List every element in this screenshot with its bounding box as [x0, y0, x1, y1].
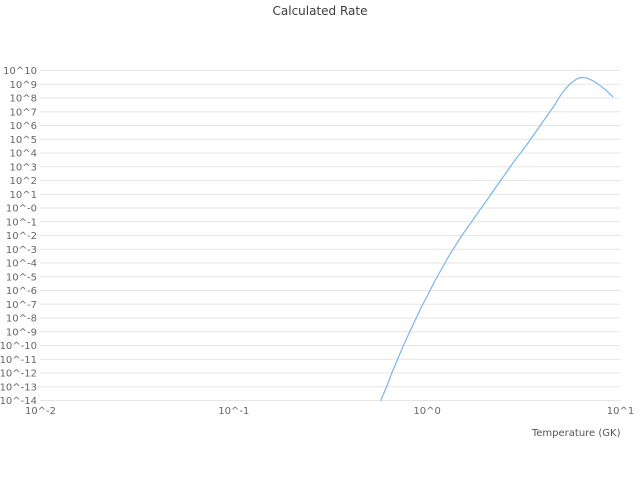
- y-tick-label: 10^8: [10, 94, 37, 105]
- y-tick-label: 10^-12: [0, 369, 37, 380]
- y-tick-label: 10^-7: [6, 300, 37, 311]
- y-tick-label: 10^-14: [0, 396, 37, 407]
- y-tick-label: 10^-4: [6, 259, 37, 270]
- rate-series-line: [380, 76, 614, 402]
- y-tick-label: 10^4: [10, 149, 37, 160]
- x-tick-label: 10^-2: [25, 406, 56, 417]
- y-axis-tick-labels: 10^10 10^9 10^8 10^7 10^6 10^5 10^4 10^3 10^2 10^…: [0, 66, 37, 407]
- y-tick-label: 10^-3: [6, 245, 37, 256]
- chart-title: Calculated Rate: [272, 4, 368, 18]
- x-tick-label: 10^1: [607, 406, 634, 417]
- x-axis-title: Temperature (GK): [531, 428, 621, 439]
- y-tick-label: 10^2: [10, 176, 37, 187]
- gridlines: [40, 70, 621, 401]
- y-tick-label: 10^9: [10, 80, 37, 91]
- y-tick-label: 10^10: [3, 66, 37, 77]
- y-tick-label: 10^6: [10, 121, 37, 132]
- y-tick-label: 10^-5: [6, 272, 37, 283]
- y-tick-label: 10^1: [10, 190, 37, 201]
- y-tick-label: 10^-13: [0, 382, 37, 393]
- y-tick-label: 10^-8: [6, 314, 37, 325]
- y-tick-label: 10^7: [10, 107, 37, 118]
- x-tick-label: 10^0: [413, 406, 440, 417]
- y-tick-label: 10^5: [10, 135, 37, 146]
- x-axis-tick-labels: 10^-2 10^-1 10^0 10^1: [25, 406, 634, 417]
- y-tick-label: 10^-0: [6, 204, 37, 215]
- y-tick-label: 10^-1: [6, 217, 37, 228]
- y-tick-label: 10^-10: [0, 341, 37, 352]
- y-tick-label: 10^-9: [6, 327, 37, 338]
- x-tick-label: 10^-1: [218, 406, 249, 417]
- y-tick-label: 10^-11: [0, 355, 37, 366]
- y-tick-label: 10^-6: [6, 286, 37, 297]
- y-tick-label: 10^-2: [6, 231, 37, 242]
- y-tick-label: 10^3: [10, 162, 37, 173]
